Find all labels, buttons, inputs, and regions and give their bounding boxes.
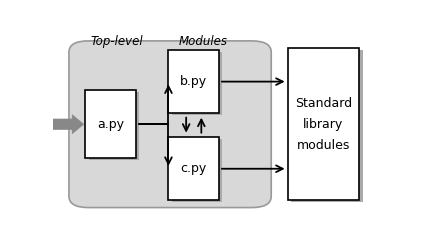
Text: a.py: a.py bbox=[97, 118, 124, 131]
FancyBboxPatch shape bbox=[172, 139, 222, 202]
FancyBboxPatch shape bbox=[288, 48, 360, 200]
Text: Standard
library
modules: Standard library modules bbox=[295, 97, 352, 152]
FancyBboxPatch shape bbox=[88, 92, 139, 160]
FancyBboxPatch shape bbox=[168, 138, 219, 200]
Text: Modules: Modules bbox=[178, 34, 227, 47]
FancyBboxPatch shape bbox=[69, 41, 271, 208]
Text: b.py: b.py bbox=[180, 75, 207, 88]
Text: Top-level: Top-level bbox=[90, 34, 143, 47]
FancyBboxPatch shape bbox=[291, 50, 362, 202]
FancyBboxPatch shape bbox=[168, 50, 219, 113]
Text: c.py: c.py bbox=[181, 162, 207, 175]
Polygon shape bbox=[53, 115, 84, 134]
FancyBboxPatch shape bbox=[85, 90, 136, 158]
FancyBboxPatch shape bbox=[172, 52, 222, 115]
